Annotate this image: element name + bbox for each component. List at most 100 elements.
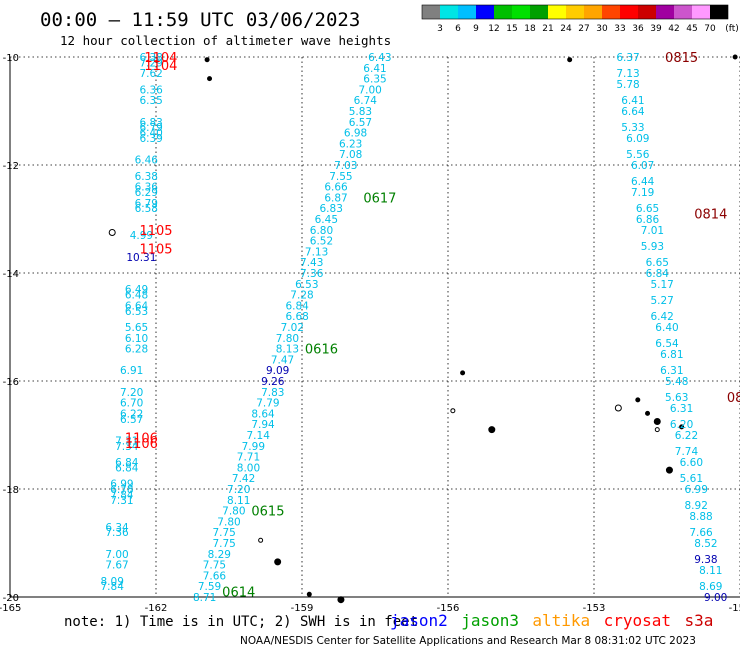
colorbar-label: 21 (542, 24, 553, 34)
island-marker (732, 54, 738, 60)
wave-height-label: 6.41 (363, 63, 386, 75)
wave-height-label: 6.84 (115, 457, 139, 469)
wave-height-label: 6.87 (324, 192, 347, 204)
island-marker (665, 466, 673, 474)
wave-height-label: 6.60 (680, 457, 703, 469)
wave-height-label: 6.49 (125, 284, 148, 296)
colorbar-label: 24 (560, 24, 572, 34)
wave-height-label: 6.99 (110, 479, 133, 491)
pass-timestamp: 08 (727, 391, 740, 406)
wave-height-label: 7.42 (232, 473, 255, 485)
colorbar-label: 30 (596, 24, 608, 34)
island-marker (306, 591, 312, 597)
colorbar-label: 70 (704, 24, 716, 34)
wave-height-label: 6.91 (120, 365, 143, 377)
wave-height-label: 8.71 (193, 592, 216, 604)
wave-height-label: 6.35 (139, 95, 162, 107)
colorbar-swatch (476, 5, 494, 19)
wave-height-label: 6.53 (125, 306, 148, 318)
wave-height-label: 7.55 (329, 171, 352, 183)
colorbar-label: 33 (614, 24, 625, 34)
wave-height-label: 6.54 (655, 338, 679, 350)
lon-tick-label: -162 (145, 603, 168, 614)
wave-height-label: 6.83 (320, 203, 343, 215)
wave-height-label: 8.11 (227, 495, 250, 507)
map-note: note: 1) Time is in UTC; 2) SWH is in fe… (64, 614, 418, 630)
colorbar-label: 6 (455, 24, 461, 34)
wave-height-label: 5.63 (665, 392, 688, 404)
island-marker (274, 558, 282, 566)
pass-timestamp: 0615 (251, 505, 284, 520)
lat-tick-label: -20 (3, 593, 19, 604)
wave-height-label: 6.80 (310, 225, 333, 237)
colorbar-label: 18 (524, 24, 536, 34)
wave-height-label: 6.41 (621, 95, 644, 107)
lat-tick-label: -18 (3, 485, 19, 496)
wave-height-label: 6.98 (344, 128, 367, 140)
colorbar-swatch (710, 5, 728, 19)
island-marker (635, 397, 641, 403)
colorbar-label: 3 (437, 24, 443, 34)
island-marker (450, 408, 456, 414)
wave-height-label: 7.94 (251, 419, 275, 431)
wave-height-label: 6.46 (135, 155, 159, 167)
wave-height-label: 7.84 (101, 581, 125, 593)
wave-height-label: 8.29 (208, 549, 231, 561)
colorbar-unit: (ft) (725, 24, 739, 34)
wave-height-label: 5.56 (626, 149, 650, 161)
wave-height-label: 7.20 (120, 387, 143, 399)
colorbar-swatch (530, 5, 548, 19)
wave-height-label: 5.27 (650, 295, 673, 307)
wave-height-label: 6.40 (655, 322, 678, 334)
lon-tick-label: -150 (729, 603, 740, 614)
lat-tick-label: -14 (3, 269, 19, 280)
island-marker (108, 229, 116, 236)
island-marker (645, 410, 651, 416)
island-marker (488, 426, 496, 434)
wave-height-label: 7.19 (631, 187, 654, 199)
wave-height-label: 6.44 (631, 176, 655, 188)
wave-height-label: 8.69 (699, 581, 722, 593)
wave-height-label: 6.68 (285, 311, 308, 323)
colorbar-swatch (494, 5, 512, 19)
legend-altika: altika (532, 611, 590, 630)
wave-height-label: 6.28 (125, 344, 148, 356)
wave-height-label: 6.22 (120, 408, 143, 420)
wave-height-label: 6.42 (650, 311, 673, 323)
wave-height-label: 5.17 (650, 279, 673, 291)
wave-height-label: 6.09 (626, 133, 649, 145)
pass-timestamp: 1105 (139, 243, 172, 258)
wave-height-label: 7.28 (290, 290, 313, 302)
colorbar-swatch (512, 5, 530, 19)
wave-height-label: 6.53 (295, 279, 318, 291)
wave-height-label: 7.75 (212, 527, 235, 539)
wave-height-label: 6.70 (120, 398, 143, 410)
map-title: 00:00 — 11:59 UTC 03/06/2023 (40, 9, 360, 31)
wave-height-label: 8.09 (101, 576, 124, 588)
lon-tick-label: -156 (437, 603, 460, 614)
wave-height-label: 7.31 (115, 435, 138, 447)
pass-timestamp: 0814 (694, 208, 727, 223)
legend-jason2: jason2 (390, 611, 448, 630)
wave-height-label: 6.84 (646, 268, 670, 280)
pass-timestamp: 1104 (144, 51, 177, 66)
wave-height-label: 6.38 (135, 171, 158, 183)
wave-height-label: 7.99 (242, 441, 265, 453)
wave-height-label: 7.75 (203, 560, 226, 572)
wave-height-label: 7.79 (256, 398, 279, 410)
pass-timestamp: 1106 (125, 432, 158, 447)
wave-height-label: 8.64 (251, 408, 275, 420)
wave-height-label: 7.36 (300, 268, 324, 280)
wave-height-label: 7.67 (105, 560, 128, 572)
colorbar-label: 36 (632, 24, 644, 34)
wave-height-label: 7.47 (271, 354, 294, 366)
legend-s3a: s3a (685, 611, 714, 630)
wave-height-label: 6.29 (135, 187, 158, 199)
island-marker (337, 596, 345, 604)
legend-cryosat: cryosat (604, 611, 671, 630)
wave-height-label: 6.35 (363, 74, 386, 86)
wave-height-label: 6.31 (670, 403, 693, 415)
island-marker (654, 427, 660, 433)
colorbar-swatch (656, 5, 674, 19)
